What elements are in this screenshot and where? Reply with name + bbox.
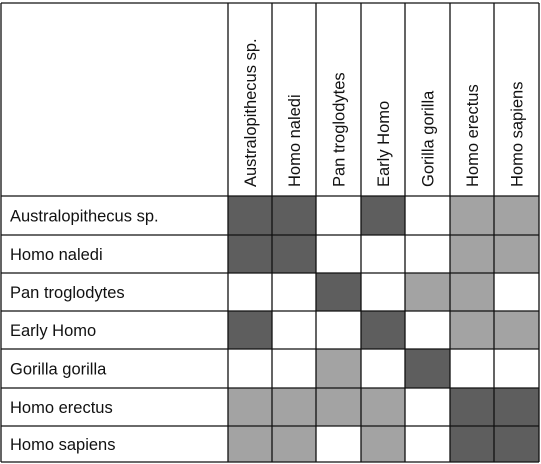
matrix-cell xyxy=(361,235,405,273)
matrix-cell xyxy=(405,349,450,388)
matrix-cell xyxy=(405,426,450,462)
matrix-cell xyxy=(494,273,539,311)
matrix-cell xyxy=(316,196,361,235)
matrix-cell xyxy=(361,426,405,462)
matrix-cell xyxy=(450,196,494,235)
row-label: Pan troglodytes xyxy=(10,284,125,302)
matrix-cell xyxy=(316,311,361,349)
column-label: Homo erectus xyxy=(464,84,482,187)
row-label: Homo sapiens xyxy=(10,436,115,454)
row-label: Homo erectus xyxy=(10,399,113,417)
matrix-cell xyxy=(272,235,316,273)
matrix-cell xyxy=(450,311,494,349)
matrix-cell xyxy=(228,426,272,462)
matrix-cell xyxy=(272,311,316,349)
matrix-cell xyxy=(316,426,361,462)
matrix-cells xyxy=(228,196,539,462)
matrix-cell xyxy=(361,196,405,235)
matrix-cell xyxy=(228,388,272,426)
matrix-cell xyxy=(405,388,450,426)
matrix-cell xyxy=(316,388,361,426)
row-label: Gorilla gorilla xyxy=(10,361,107,379)
matrix-cell xyxy=(450,273,494,311)
matrix-cell xyxy=(494,349,539,388)
matrix-cell xyxy=(361,388,405,426)
column-labels: Australopithecus sp. Homo naledi Pan trogl… xyxy=(242,38,527,187)
row-labels: Australopithecus sp. Homo naledi Pan trogl… xyxy=(10,208,159,455)
matrix-cell xyxy=(316,349,361,388)
matrix-cell xyxy=(405,196,450,235)
row-label: Homo naledi xyxy=(10,246,103,264)
column-label: Early Homo xyxy=(375,101,393,187)
matrix-cell xyxy=(272,426,316,462)
matrix-cell xyxy=(228,196,272,235)
matrix-cell xyxy=(361,311,405,349)
matrix-cell xyxy=(228,273,272,311)
matrix-cell xyxy=(494,426,539,462)
matrix-cell xyxy=(405,235,450,273)
column-label: Australopithecus sp. xyxy=(242,38,260,187)
matrix-cell xyxy=(450,349,494,388)
matrix-cell xyxy=(228,349,272,388)
matrix-cell xyxy=(450,388,494,426)
matrix-cell xyxy=(272,349,316,388)
matrix-cell xyxy=(316,235,361,273)
matrix-cell xyxy=(405,311,450,349)
matrix-cell xyxy=(272,196,316,235)
row-label: Early Homo xyxy=(10,322,96,340)
matrix-cell xyxy=(272,388,316,426)
column-label: Gorilla gorilla xyxy=(420,90,438,187)
matrix-cell xyxy=(450,235,494,273)
matrix-cell xyxy=(272,273,316,311)
matrix-cell xyxy=(361,273,405,311)
matrix-cell xyxy=(228,311,272,349)
matrix-cell xyxy=(361,349,405,388)
matrix-cell xyxy=(316,273,361,311)
matrix-cell xyxy=(494,235,539,273)
row-label: Australopithecus sp. xyxy=(10,208,159,226)
column-label: Pan troglodytes xyxy=(331,72,349,187)
matrix-cell xyxy=(228,235,272,273)
matrix-cell xyxy=(494,388,539,426)
column-label: Homo sapiens xyxy=(509,82,527,187)
matrix-cell xyxy=(494,311,539,349)
matrix-cell xyxy=(405,273,450,311)
matrix-cell xyxy=(450,426,494,462)
matrix-cell xyxy=(494,196,539,235)
column-label: Homo naledi xyxy=(286,94,304,187)
